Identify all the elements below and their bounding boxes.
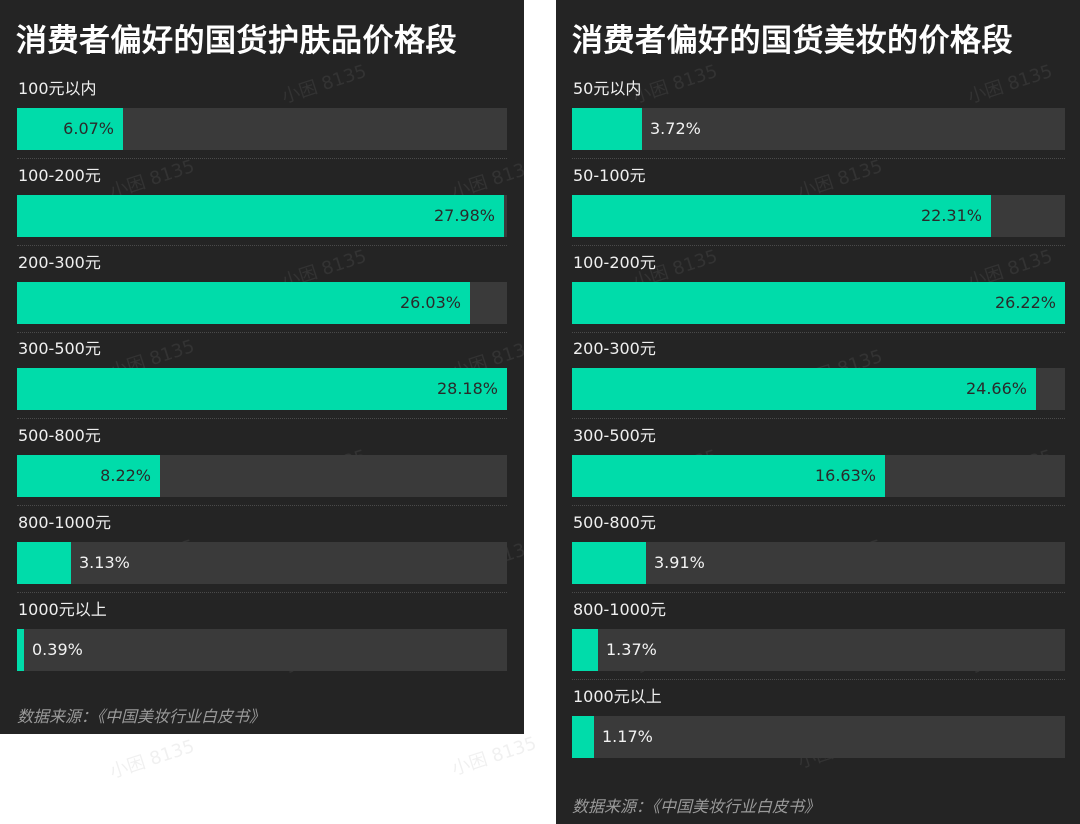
bar-row: 100元以内 6.07%: [17, 77, 507, 164]
value-label: 0.39%: [32, 639, 83, 659]
bar-row: 50-100元 22.31%: [572, 164, 1065, 251]
bar-fill: [572, 108, 642, 150]
row-divider: [572, 418, 1065, 420]
category-label: 800-1000元: [18, 512, 112, 532]
category-label: 100-200元: [573, 252, 656, 272]
data-source-note: 数据来源：《中国美妆行业白皮书》: [17, 707, 266, 726]
value-label: 6.07%: [63, 119, 114, 138]
value-label: 28.18%: [436, 379, 498, 399]
bar-track: 6.07%: [17, 108, 507, 150]
row-divider: [17, 331, 507, 333]
category-label: 800-1000元: [573, 599, 667, 619]
row-divider: [17, 244, 507, 246]
bar-fill: [572, 455, 885, 498]
bar-fill: [17, 628, 24, 671]
bar-track: 3.91%: [572, 541, 1065, 584]
value-label: 8.22%: [100, 466, 151, 486]
bar-track: 26.03%: [17, 281, 507, 324]
bar-row: 800-1000元 1.37%: [572, 598, 1065, 685]
category-label: 50元以内: [573, 79, 642, 98]
value-label: 16.63%: [814, 466, 876, 486]
row-divider: [572, 331, 1065, 333]
row-divider: [572, 591, 1065, 593]
bar-track: 27.98%: [17, 194, 507, 237]
bar-fill: [572, 541, 646, 584]
bar-track: 24.66%: [572, 368, 1065, 411]
bar-fill: [572, 368, 1036, 411]
bar-list: 50元以内 3.72% 50-100元 22.31% 100-200元 26.22% 200…: [572, 77, 1065, 771]
bar-row: 50元以内 3.72%: [572, 77, 1065, 164]
skincare-price-chart: 小困 8135 小困 8135 小困 8135 小困 8135 小困 8135 …: [0, 0, 539, 734]
value-label: 24.66%: [965, 379, 1027, 399]
row-divider: [17, 591, 507, 593]
chart-title: 消费者偏好的国货护肤品价格段: [16, 23, 457, 59]
bar-fill: [572, 281, 1065, 324]
bar-track: 1.37%: [572, 628, 1065, 671]
bar-row: 100-200元 27.98%: [17, 164, 507, 251]
bar-row: 200-300元 24.66%: [572, 337, 1065, 424]
row-divider: [572, 244, 1065, 246]
chart-title: 消费者偏好的国货美妆的价格段: [572, 23, 1013, 59]
bar-fill: [17, 368, 507, 411]
bar-track: 3.72%: [572, 108, 1065, 150]
bar-row: 1000元以上 0.39%: [17, 598, 507, 685]
bar-list: 100元以内 6.07% 100-200元 27.98% 200-300元 26.03% 3…: [17, 77, 507, 685]
category-label: 1000元以上: [18, 599, 107, 619]
bar-row: 300-500元 16.63%: [572, 424, 1065, 511]
bar-fill: [572, 715, 594, 758]
bar-track: 0.39%: [17, 628, 507, 671]
category-label: 1000元以上: [573, 686, 662, 706]
category-label: 300-500元: [18, 339, 101, 359]
row-divider: [572, 505, 1065, 507]
bar-fill: [572, 628, 598, 671]
bar-fill: [17, 455, 160, 498]
row-divider: [572, 158, 1065, 159]
watermark: 小困 8135: [107, 735, 198, 783]
category-label: 500-800元: [573, 512, 656, 532]
category-label: 200-300元: [18, 252, 101, 272]
value-label: 27.98%: [433, 205, 495, 225]
category-label: 500-800元: [18, 426, 101, 446]
bar-row: 500-800元 3.91%: [572, 511, 1065, 598]
value-label: 26.22%: [994, 292, 1056, 312]
category-label: 100元以内: [18, 79, 97, 98]
bar-fill: [17, 108, 123, 150]
data-source-note: 数据来源：《中国美妆行业白皮书》: [572, 797, 821, 816]
row-divider: [17, 418, 507, 420]
category-label: 100-200元: [18, 165, 101, 185]
row-divider: [572, 678, 1065, 680]
bar-track: 22.31%: [572, 194, 1065, 237]
value-label: 1.37%: [606, 639, 657, 659]
value-label: 1.17%: [602, 726, 653, 746]
makeup-price-chart: 小困 8135 小困 8135 小困 8135 小困 8135 小困 8135 …: [556, 0, 1080, 824]
value-label: 3.91%: [654, 552, 705, 572]
bar-fill: [17, 541, 71, 584]
category-label: 300-500元: [573, 426, 656, 446]
bar-track: 3.13%: [17, 541, 507, 584]
bar-track: 8.22%: [17, 455, 507, 498]
bar-fill: [572, 194, 991, 237]
value-label: 3.72%: [650, 119, 701, 138]
bar-fill: [17, 281, 470, 324]
watermark: 小困 8135: [449, 732, 540, 780]
bar-track: 1.17%: [572, 715, 1065, 758]
value-label: 3.13%: [79, 552, 130, 572]
bar-track: 26.22%: [572, 281, 1065, 324]
bar-fill: [17, 194, 504, 237]
bar-track: 28.18%: [17, 368, 507, 411]
bar-row: 500-800元 8.22%: [17, 424, 507, 511]
bar-row: 800-1000元 3.13%: [17, 511, 507, 598]
bar-row: 200-300元 26.03%: [17, 251, 507, 338]
category-label: 50-100元: [573, 165, 646, 185]
bar-row: 100-200元 26.22%: [572, 251, 1065, 338]
bar-row: 1000元以上 1.17%: [572, 685, 1065, 772]
value-label: 26.03%: [399, 292, 461, 312]
category-label: 200-300元: [573, 339, 656, 359]
row-divider: [17, 158, 507, 159]
value-label: 22.31%: [920, 205, 982, 225]
row-divider: [17, 505, 507, 507]
bar-row: 300-500元 28.18%: [17, 337, 507, 424]
bar-track: 16.63%: [572, 455, 1065, 498]
